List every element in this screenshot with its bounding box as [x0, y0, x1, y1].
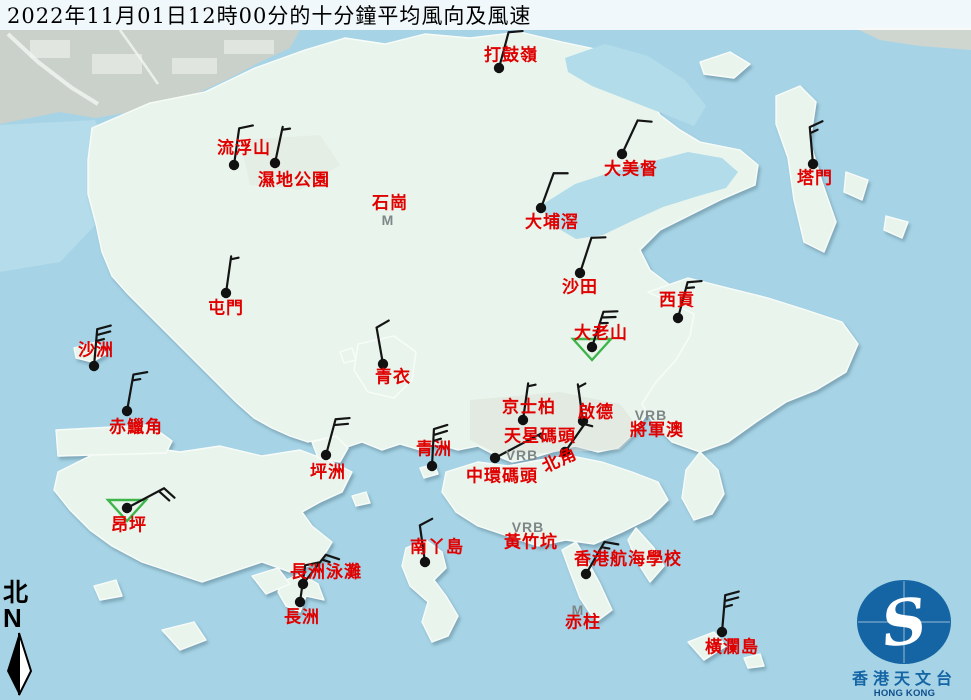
station-dot [320, 449, 332, 461]
urban-area-shenzhen [0, 28, 971, 124]
map-land [53, 31, 909, 669]
station-dot [419, 556, 431, 568]
station-dot [716, 626, 728, 638]
station-dot [489, 452, 501, 464]
wind-barb [539, 172, 569, 210]
hko-logo-name-cn: 香港天文台 [851, 669, 957, 688]
hko-logo: S 香港天文台 HONG KONG OBSERVATORY [838, 578, 971, 700]
compass-needle-icon [7, 632, 33, 696]
wind-barb [576, 382, 587, 423]
station-dot [586, 341, 598, 353]
wind-barb [493, 432, 546, 460]
station-dot [426, 460, 438, 472]
compass-north-cn: 北 [3, 578, 29, 607]
wind-barb [418, 517, 434, 564]
station-dot [121, 405, 133, 417]
station-dot [559, 446, 571, 458]
station-dot [269, 157, 281, 169]
station-dot [377, 358, 389, 370]
wind-barb [521, 382, 537, 422]
water-inlets [540, 44, 738, 239]
svg-text:S: S [877, 583, 932, 662]
wind-barb [578, 236, 607, 275]
wind-barb [125, 487, 176, 510]
map-title: 2022年11月01日12時00分的十分鐘平均風向及風速 [0, 0, 971, 30]
wind-barb [620, 119, 653, 156]
wind-barb [125, 371, 149, 413]
wind-barb [590, 310, 619, 349]
wind-barb [497, 29, 524, 70]
urban-area-yuen-long [240, 135, 340, 190]
wind-barb [808, 120, 824, 166]
wind-barb [563, 420, 594, 454]
station-dot [580, 568, 592, 580]
gust-triangle [105, 498, 149, 523]
wind-barb [232, 124, 254, 167]
wind-barb [676, 279, 703, 320]
wind-barb [298, 561, 320, 604]
station-dot [493, 62, 505, 74]
north-compass: 北 N [3, 578, 37, 700]
wind-barb [273, 125, 292, 165]
wind-barb [324, 416, 351, 457]
urban-area-kowloon [470, 392, 640, 455]
wind-barb [375, 319, 390, 366]
deep-bay-water [0, 120, 112, 272]
station-dot [121, 502, 133, 514]
wind-barb [301, 553, 341, 586]
station-dot [220, 287, 232, 299]
hko-logo-name-en: HONG KONG OBSERVATORY [868, 687, 941, 700]
gust-triangle [570, 337, 614, 362]
station-dot [574, 267, 586, 279]
station-dot [517, 414, 529, 426]
station-dot [807, 158, 819, 170]
wind-barb [720, 590, 740, 634]
compass-north-en: N [3, 603, 22, 634]
station-dot [294, 596, 306, 608]
wind-barb [92, 324, 112, 368]
hko-logo-icon: S [857, 580, 951, 664]
station-dot [88, 360, 100, 372]
wind-barb [584, 540, 620, 576]
wind-barb [430, 423, 449, 468]
wind-barb [224, 255, 240, 295]
station-dot [616, 148, 628, 160]
station-dot [228, 159, 240, 171]
station-dot [672, 312, 684, 324]
station-dot [535, 202, 547, 214]
